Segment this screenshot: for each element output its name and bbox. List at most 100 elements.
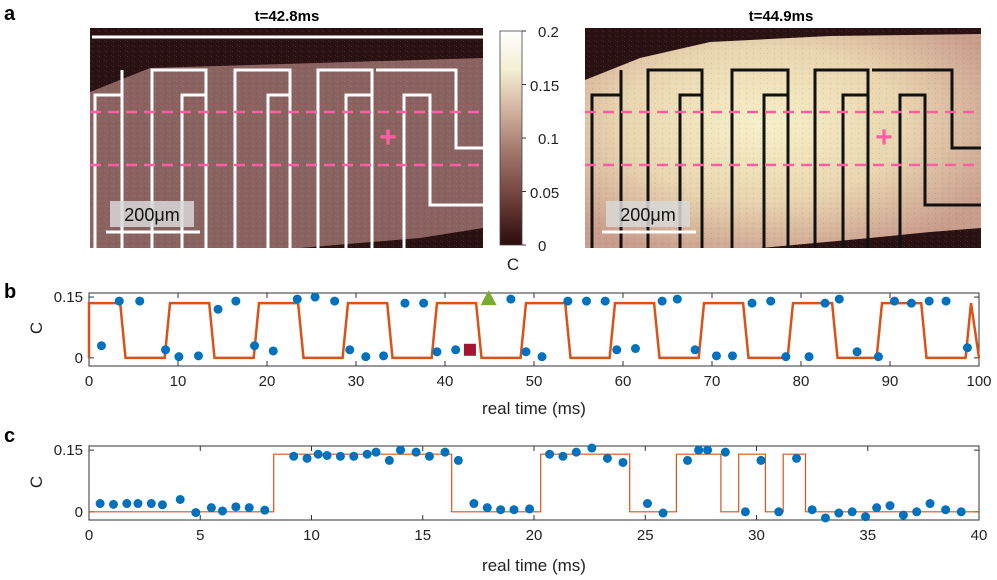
image-1-cross-marker: + xyxy=(379,121,397,154)
plot-b-ytick-label: 0.15 xyxy=(54,289,83,306)
plot-b-xlabel: real time (ms) xyxy=(482,399,586,418)
plot-c-data-point xyxy=(175,494,185,504)
plot-c-data-point xyxy=(362,449,372,459)
plot-c-data-point xyxy=(218,506,227,516)
plot-c-data-point xyxy=(834,508,844,518)
plot-c-xtick-label: 35 xyxy=(859,527,876,544)
plot-c-data-point xyxy=(898,510,908,520)
plot-c-data-point xyxy=(322,450,332,460)
panel-letter-a: a xyxy=(4,3,16,25)
plot-b-data-point xyxy=(250,341,260,351)
plot-c-data-point xyxy=(571,447,581,457)
image-2-title: t=44.9ms xyxy=(749,8,814,25)
plot-c-data-point xyxy=(912,507,922,517)
plot-c-data-point xyxy=(349,451,359,461)
plot-c-data-point xyxy=(206,503,216,513)
plot-b-data-point xyxy=(672,294,682,304)
image-2: + 200μm xyxy=(585,28,981,248)
plot-b-data-point xyxy=(747,298,757,308)
plot-b-data-point xyxy=(889,296,899,306)
plot-c-data-point xyxy=(396,445,405,455)
plot-b-data-point xyxy=(161,345,171,355)
plot-c-data-point xyxy=(108,499,118,509)
plot-c-xtick-label: 10 xyxy=(303,527,320,544)
plot-b-data-point xyxy=(804,352,814,362)
colorbar-label: C xyxy=(507,255,519,274)
plot-b-xtick-label: 80 xyxy=(793,373,810,390)
plot-c-xtick-label: 30 xyxy=(748,527,765,544)
plot-b-ylabel: C xyxy=(27,322,46,334)
plot-b-data-point xyxy=(941,296,951,306)
plot-c-ylabel: C xyxy=(27,476,46,488)
plot-c-data-point xyxy=(925,499,935,509)
plot-c-data-point xyxy=(289,451,299,461)
image-2-cross-marker: + xyxy=(875,121,893,154)
plot-c-data-point xyxy=(720,447,730,457)
plot-b-data-point xyxy=(537,352,547,362)
plot-c-data-point xyxy=(545,449,555,459)
plot-c-xtick-label: 0 xyxy=(85,527,93,544)
plot-c-data-point xyxy=(122,499,132,509)
plot-c-data-point xyxy=(424,451,434,461)
plot-b-xtick-label: 60 xyxy=(615,373,632,390)
plot-b-ytick-label: 0 xyxy=(75,350,83,367)
plot-b-data-point xyxy=(563,296,573,306)
plot-b-data-point xyxy=(873,352,883,362)
plot-b-fit-line xyxy=(87,301,981,360)
plot-b-data-point xyxy=(330,296,340,306)
plot-b-data-point xyxy=(174,352,184,362)
plot-b-data-point xyxy=(657,296,667,306)
plot-b-data-point xyxy=(135,296,145,306)
plot-c-data-point xyxy=(371,447,381,457)
plot-b-xtick-label: 70 xyxy=(704,373,721,390)
plot-c-data-point xyxy=(558,451,568,461)
plot-b-data-point xyxy=(193,351,203,361)
plot-b-data-point xyxy=(612,345,622,355)
plot-b-data-point xyxy=(727,351,737,361)
plot-b-data-point xyxy=(268,346,278,356)
plot-c-data-point xyxy=(191,508,201,518)
plot-b-data-point xyxy=(962,343,972,353)
plot-b-xtick-label: 90 xyxy=(882,373,899,390)
plot-c-data-point xyxy=(587,443,597,453)
plot-b-data-point xyxy=(506,294,516,304)
plot-b-xtick-label: 40 xyxy=(437,373,454,390)
plot-c-data-point xyxy=(774,507,784,517)
colorbar-tick-015: 0.15 xyxy=(530,78,559,95)
plot-c-xtick-label: 20 xyxy=(526,527,543,544)
plot-c-data-point xyxy=(384,455,394,465)
image-1-electrodes xyxy=(92,35,483,248)
plot-c-xtick-label: 25 xyxy=(637,527,654,544)
plot-c-data-point xyxy=(602,453,612,463)
colorbar-tick-0: 0 xyxy=(538,238,546,255)
plot-b-xtick-label: 0 xyxy=(85,373,93,390)
plot-c-data-point xyxy=(146,499,156,509)
plot-b-square-marker xyxy=(463,343,476,356)
plot-b-data-point xyxy=(345,345,355,355)
plot-b-xtick-label: 50 xyxy=(526,373,543,390)
plot-c-data-point xyxy=(133,499,143,509)
plot-c-data-point xyxy=(703,445,713,455)
image-2-electrodes xyxy=(590,68,981,248)
plot-c-data-point xyxy=(95,499,105,509)
plot-b-data-point xyxy=(852,347,862,357)
plot-b-data-point xyxy=(600,296,610,306)
image-2-scalebar-label: 200μm xyxy=(620,205,675,225)
plot-c-data-point xyxy=(847,507,857,517)
plot-b-data-point xyxy=(96,341,106,351)
plot-c-data-point xyxy=(956,507,966,517)
plot-b-data-point xyxy=(310,292,320,302)
plot-c-data-point xyxy=(157,500,167,510)
plot-b-data-point xyxy=(781,352,791,362)
plot-c-xtick-label: 40 xyxy=(971,527,988,544)
plot-b-data-point xyxy=(820,298,830,308)
plot-b-data-point xyxy=(521,347,531,357)
plot-c-data-point xyxy=(231,502,241,512)
plot-c-data-point xyxy=(756,455,766,465)
colorbar-tick-01: 0.1 xyxy=(538,131,559,148)
plot-c-data-point xyxy=(244,503,254,513)
image-1-scalebar-label: 200μm xyxy=(124,205,179,225)
plot-b-data-point xyxy=(582,296,592,306)
plot-b-data-point xyxy=(690,345,700,355)
